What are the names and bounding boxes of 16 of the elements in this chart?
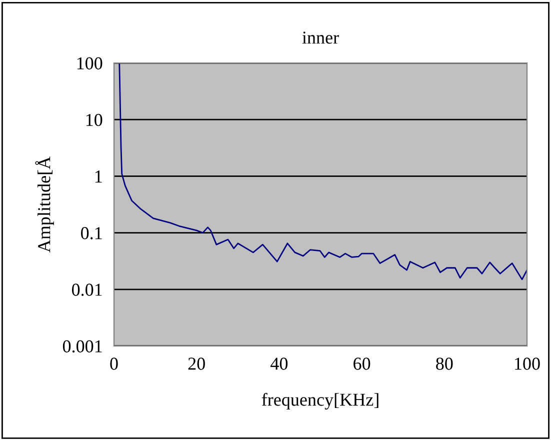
y-axis-title: Amplitude[Å bbox=[35, 156, 54, 252]
chart-title: inner bbox=[302, 32, 339, 44]
y-tick-label: 0.001 bbox=[62, 340, 102, 353]
x-tick-label: 100 bbox=[515, 358, 540, 370]
x-tick-label: 60 bbox=[354, 358, 370, 370]
x-tick-label: 80 bbox=[436, 358, 453, 370]
x-axis-title: frequency[KHz] bbox=[262, 392, 378, 410]
y-tick-label: 0.01 bbox=[72, 284, 102, 296]
line-series bbox=[118, 63, 527, 280]
x-tick-label: 0 bbox=[110, 358, 118, 370]
y-tick-label: 10 bbox=[86, 114, 102, 126]
y-tick-label: 100 bbox=[77, 57, 102, 70]
x-tick-label: 40 bbox=[270, 358, 288, 370]
x-tick-label: 20 bbox=[188, 358, 205, 370]
y-tick-label: 1 bbox=[95, 170, 102, 182]
y-tick-label: 0.1 bbox=[81, 227, 102, 240]
